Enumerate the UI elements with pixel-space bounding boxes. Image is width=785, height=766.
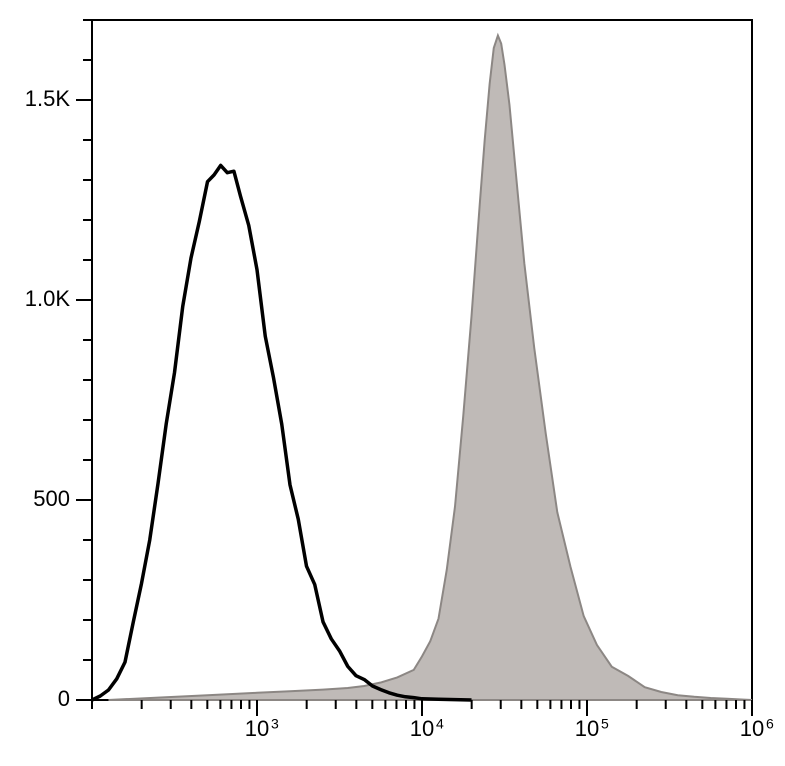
svg-text:3: 3: [271, 715, 279, 731]
svg-text:6: 6: [766, 715, 774, 731]
y-tick-label: 500: [33, 486, 70, 511]
x-tick-label: 104: [410, 715, 444, 741]
x-tick-label: 106: [740, 715, 774, 741]
svg-text:10: 10: [245, 716, 269, 741]
svg-text:10: 10: [410, 716, 434, 741]
svg-text:5: 5: [601, 715, 609, 731]
svg-text:4: 4: [436, 715, 444, 731]
svg-text:10: 10: [575, 716, 599, 741]
y-tick-label: 1.0K: [25, 286, 71, 311]
chart-svg: 05001.0K1.5K103104105106: [0, 0, 785, 766]
svg-text:10: 10: [740, 716, 764, 741]
x-tick-label: 103: [245, 715, 279, 741]
x-tick-label: 105: [575, 715, 609, 741]
flow-cytometry-histogram: 05001.0K1.5K103104105106: [0, 0, 785, 766]
y-tick-label: 1.5K: [25, 86, 71, 111]
y-tick-label: 0: [58, 686, 70, 711]
